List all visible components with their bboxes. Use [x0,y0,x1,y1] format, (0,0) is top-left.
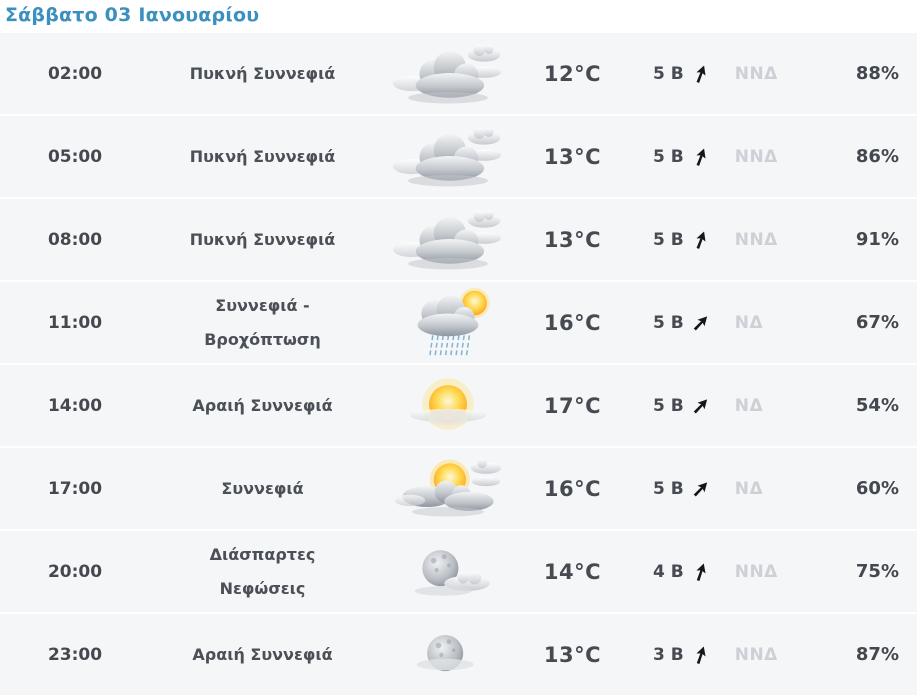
wind-speed-value: 5 Β [653,312,684,333]
wind-speed-value: 5 Β [653,229,684,250]
time-label: 11:00 [47,312,103,333]
humidity-value: 67% [855,312,899,333]
humidity-value: 91% [855,229,899,250]
humidity-value: 75% [855,561,899,582]
temperature-value: 12°C [543,61,602,86]
wind-direction-label: ΝΝΔ [734,644,778,665]
temperature-value: 16°C [543,310,602,335]
condition-label: Αραιή Συννεφιά [192,395,333,415]
time-label: 14:00 [47,395,103,416]
forecast-row: 05:00 Πυκνή Συννεφιά 13°C 5 Β ΝΝΔ 86% [0,116,917,197]
forecast-row: 08:00 Πυκνή Συννεφιά 13°C 5 Β ΝΝΔ 91% [0,199,917,280]
wind-cell: 4 Β ΝΝΔ [625,562,810,582]
wind-direction-arrow-icon [691,230,711,250]
time-label: 17:00 [47,478,103,499]
condition-label: Πυκνή Συννεφιά [189,146,336,166]
wind-direction-label: ΝΝΔ [734,561,778,582]
wind-direction-arrow-icon [691,64,711,84]
wind-direction-label: ΝΔ [734,395,764,416]
temperature-value: 13°C [543,144,602,169]
humidity-value: 87% [855,644,899,665]
temperature-value: 14°C [543,559,602,584]
time-label: 20:00 [47,561,103,582]
date-header: Σάββατο 03 Ιανουαρίου [0,0,917,33]
humidity-value: 88% [855,63,899,84]
condition-label: Αραιή Συννεφιά [192,644,333,664]
wind-speed-value: 3 Β [653,644,684,665]
humidity-value: 86% [855,146,899,167]
time-label: 05:00 [47,146,103,167]
weather-icon [375,534,520,610]
condition-label: Συννεφιά [221,478,304,498]
weather-icon [375,36,520,112]
wind-direction-label: ΝΝΔ [734,229,778,250]
condition-label: Διάσπαρτες Νεφώσεις [209,544,316,598]
condition-label: Συννεφιά - Βροχόπτωση [204,295,321,349]
wind-cell: 5 Β ΝΝΔ [625,64,810,84]
wind-direction-label: ΝΝΔ [734,146,778,167]
wind-cell: 5 Β ΝΔ [625,479,810,499]
forecast-row: 17:00 Συννεφιά 16°C 5 Β ΝΔ 60% [0,448,917,529]
wind-direction-label: ΝΔ [734,312,764,333]
wind-direction-arrow-icon [691,313,711,333]
condition-label: Πυκνή Συννεφιά [189,229,336,249]
time-label: 08:00 [47,229,103,250]
time-label: 02:00 [47,63,103,84]
wind-cell: 5 Β ΝΔ [625,396,810,416]
weather-icon [375,202,520,278]
wind-speed-value: 4 Β [653,561,684,582]
wind-direction-arrow-icon [691,645,711,665]
wind-direction-arrow-icon [691,562,711,582]
temperature-value: 13°C [543,642,602,667]
forecast-table: 02:00 Πυκνή Συννεφιά 12°C 5 Β ΝΝΔ 88% 05… [0,33,917,695]
wind-cell: 5 Β ΝΝΔ [625,147,810,167]
temperature-value: 17°C [543,393,602,418]
weather-icon [375,119,520,195]
weather-icon [375,285,520,361]
time-label: 23:00 [47,644,103,665]
wind-direction-arrow-icon [691,396,711,416]
wind-speed-value: 5 Β [653,63,684,84]
wind-speed-value: 5 Β [653,395,684,416]
humidity-value: 60% [855,478,899,499]
forecast-row: 23:00 Αραιή Συννεφιά 13°C 3 Β ΝΝΔ 87% [0,614,917,695]
wind-speed-value: 5 Β [653,478,684,499]
wind-direction-arrow-icon [691,479,711,499]
weather-icon [375,451,520,527]
wind-cell: 3 Β ΝΝΔ [625,645,810,665]
temperature-value: 13°C [543,227,602,252]
forecast-row: 20:00 Διάσπαρτες Νεφώσεις 14°C 4 Β ΝΝΔ 7… [0,531,917,612]
wind-direction-label: ΝΔ [734,478,764,499]
wind-direction-label: ΝΝΔ [734,63,778,84]
forecast-row: 11:00 Συννεφιά - Βροχόπτωση 16°C 5 Β ΝΔ … [0,282,917,363]
weather-icon [375,617,520,693]
temperature-value: 16°C [543,476,602,501]
weather-icon [375,368,520,444]
wind-cell: 5 Β ΝΔ [625,313,810,333]
forecast-row: 14:00 Αραιή Συννεφιά 17°C 5 Β ΝΔ 54% [0,365,917,446]
humidity-value: 54% [855,395,899,416]
wind-cell: 5 Β ΝΝΔ [625,230,810,250]
wind-speed-value: 5 Β [653,146,684,167]
wind-direction-arrow-icon [691,147,711,167]
condition-label: Πυκνή Συννεφιά [189,63,336,83]
forecast-row: 02:00 Πυκνή Συννεφιά 12°C 5 Β ΝΝΔ 88% [0,33,917,114]
